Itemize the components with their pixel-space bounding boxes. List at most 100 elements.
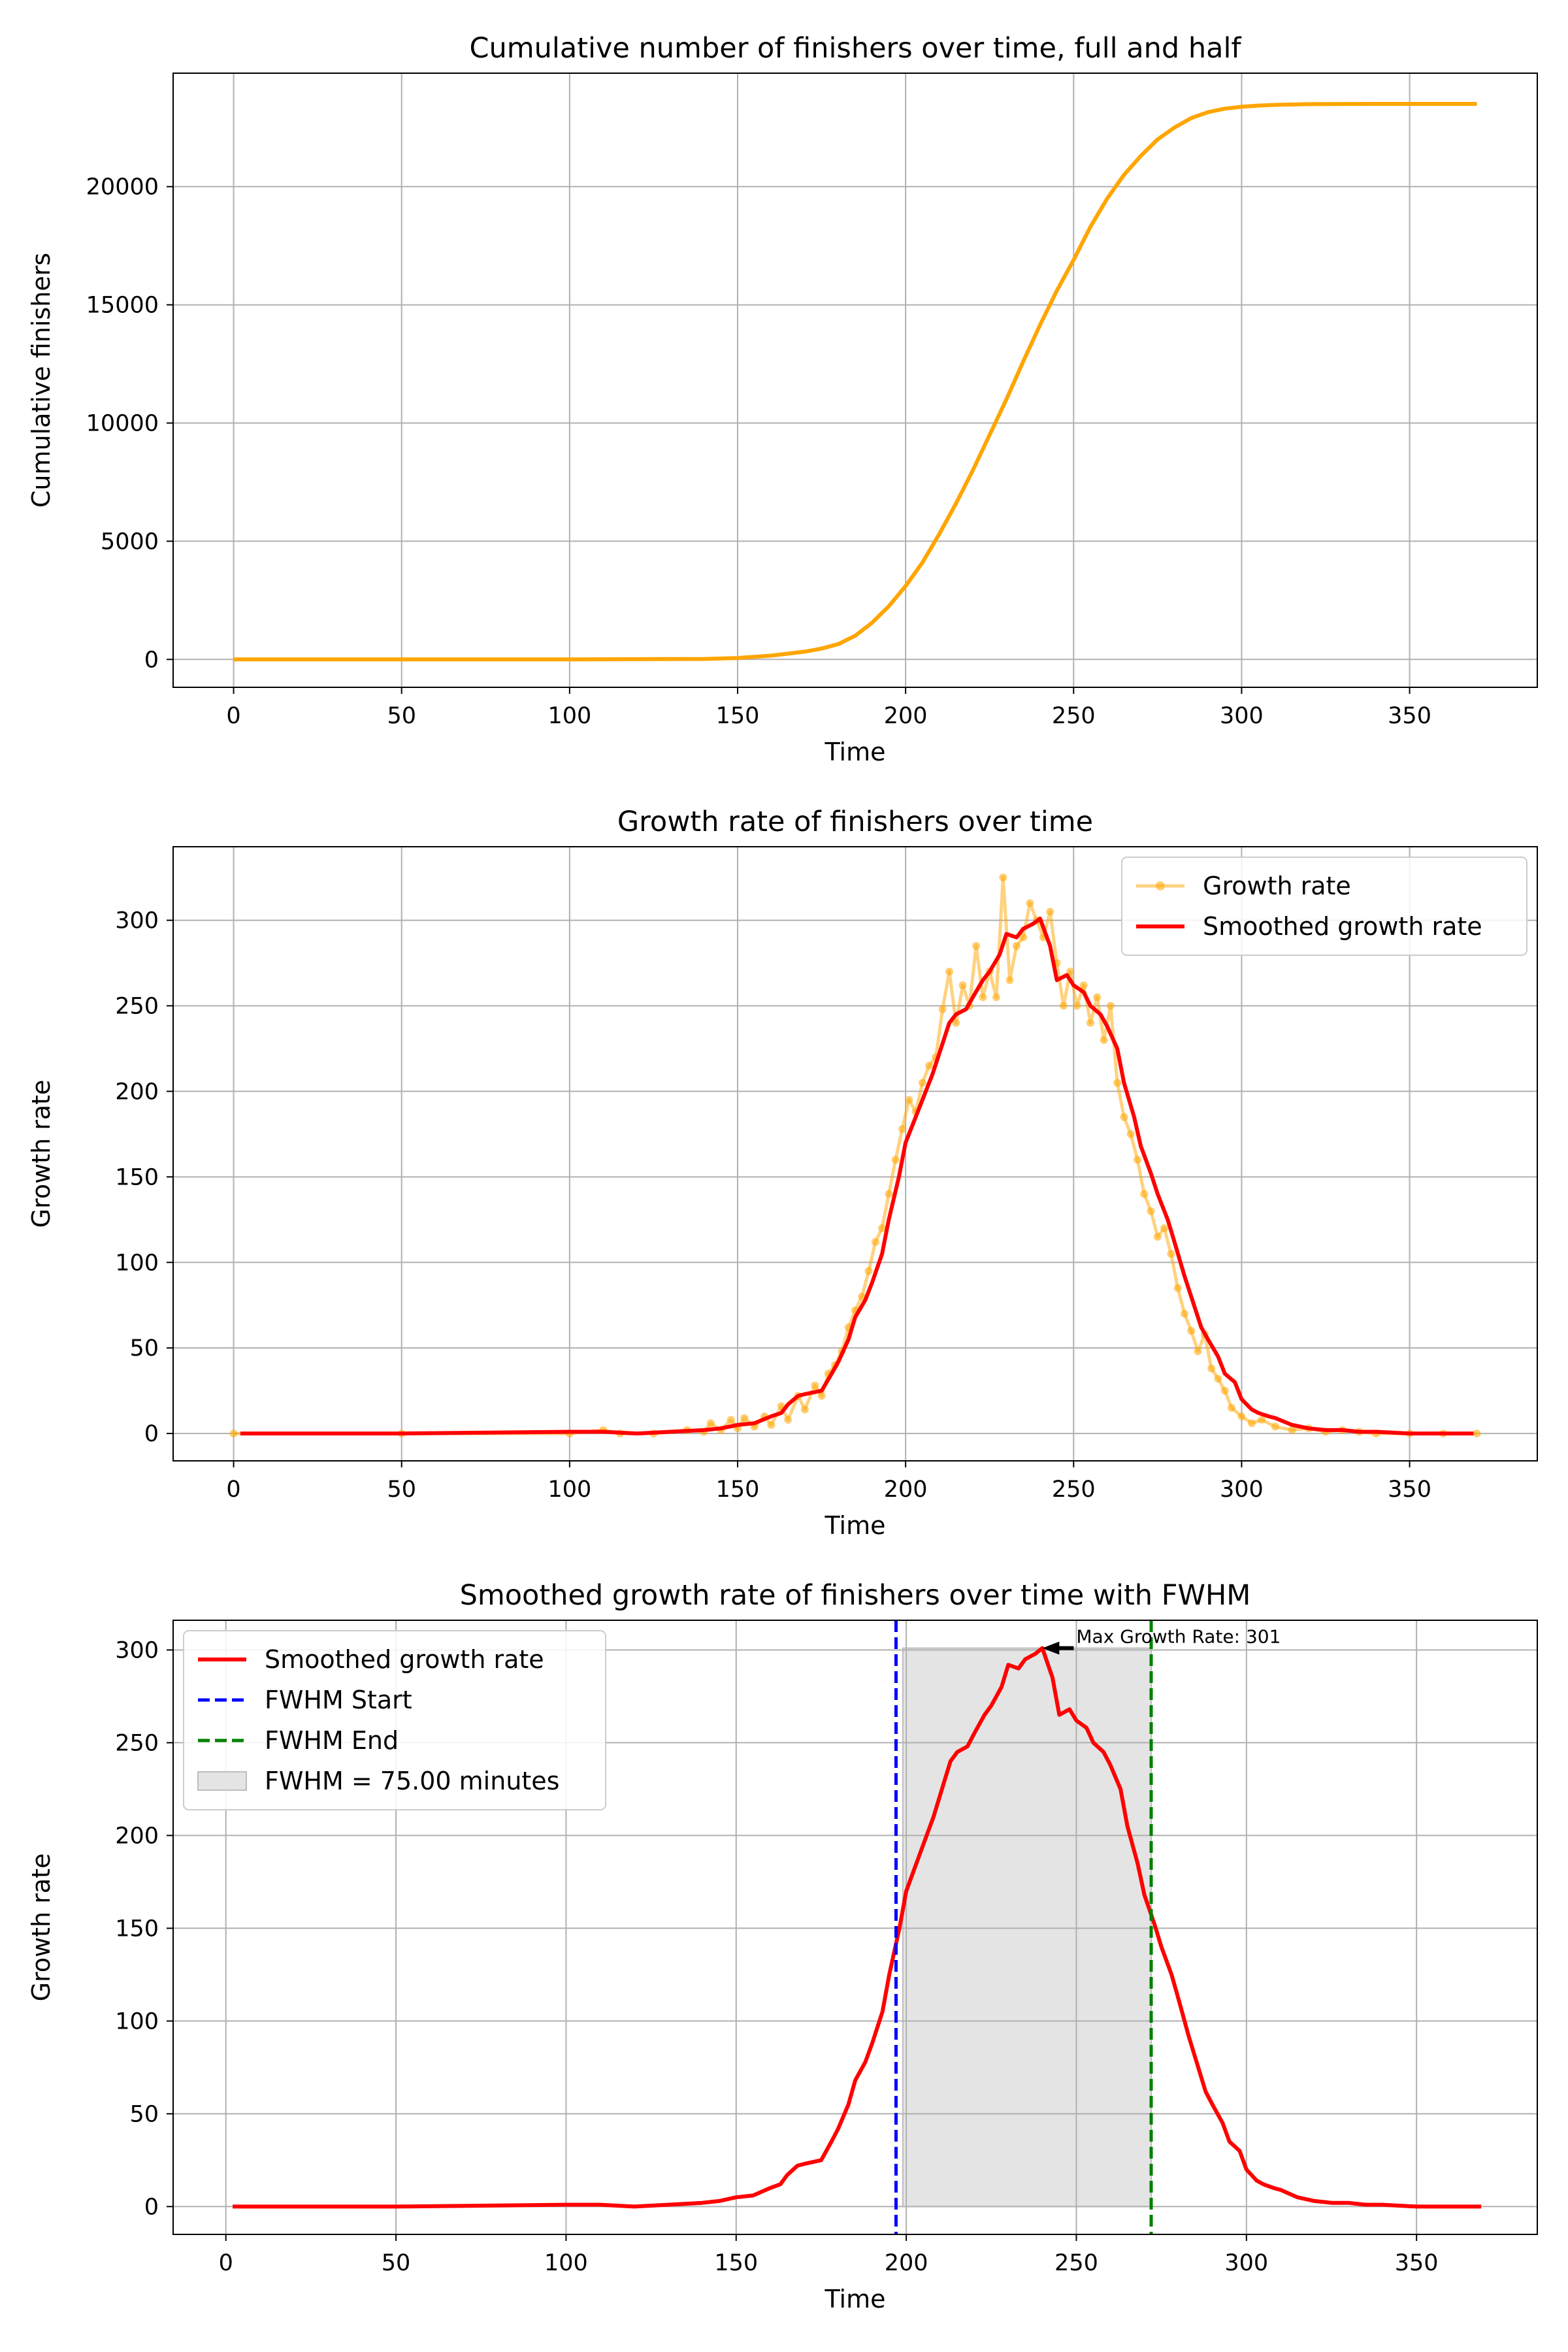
- legend-label: Smoothed growth rate: [1203, 912, 1482, 941]
- data-point: [1288, 1426, 1296, 1434]
- x-tick-label: 300: [1220, 1477, 1264, 1503]
- data-point: [1258, 1416, 1266, 1424]
- x-tick-label: 50: [387, 1477, 416, 1503]
- data-point: [972, 941, 981, 950]
- y-axis-label: Growth rate: [27, 1854, 56, 2002]
- x-tick-label: 100: [547, 1477, 591, 1503]
- data-point: [1079, 981, 1088, 990]
- y-tick-label: 300: [115, 908, 159, 934]
- x-tick-label: 150: [716, 1477, 760, 1503]
- y-tick-label: 100: [115, 2008, 159, 2034]
- x-tick-label: 100: [544, 2250, 588, 2276]
- y-tick-label: 20000: [86, 174, 159, 201]
- data-point: [1059, 1002, 1068, 1010]
- y-tick-label: 150: [115, 1916, 159, 1942]
- annotation-arrowhead: [1042, 1641, 1060, 1655]
- x-axis-label: Time: [825, 738, 886, 766]
- data-point: [1160, 1224, 1169, 1232]
- data-point: [958, 981, 967, 990]
- data-point: [800, 1405, 809, 1414]
- data-point: [864, 1267, 873, 1275]
- data-point: [1247, 1419, 1256, 1428]
- series-line-series-0: [233, 102, 1477, 662]
- y-tick-label: 15000: [86, 293, 159, 319]
- x-tick-label: 250: [1052, 1477, 1096, 1503]
- x-tick-label: 300: [1224, 2250, 1268, 2276]
- series-line-smoothed-growth-rate: [240, 917, 1474, 1436]
- data-point: [1473, 1429, 1481, 1438]
- x-tick-label: 300: [1220, 703, 1264, 729]
- data-point: [1140, 1190, 1149, 1198]
- data-point: [945, 968, 953, 976]
- data-point: [1220, 1386, 1229, 1395]
- data-point: [784, 1416, 792, 1424]
- x-tick-label: 150: [714, 2250, 758, 2276]
- chart-3: 0 50 100 150 200 250 300 350 0 50 100 150 200 250 300 M…: [27, 1579, 1538, 2313]
- data-point: [999, 874, 1007, 882]
- plot-area: [229, 874, 1481, 1438]
- y-tick-label: 250: [115, 1730, 159, 1756]
- x-tick-label: 200: [884, 1477, 928, 1503]
- data-point: [938, 1005, 947, 1013]
- data-point: [918, 1079, 926, 1087]
- series-line-smoothed-growth-rate: [233, 1646, 1482, 2209]
- data-point: [1147, 1207, 1155, 1215]
- data-point: [1228, 1403, 1235, 1412]
- data-point: [1120, 1113, 1128, 1121]
- data-point: [229, 1429, 238, 1438]
- y-axis-label: Cumulative finishers: [27, 253, 56, 508]
- x-tick-label: 50: [382, 2250, 411, 2276]
- x-tick-label: 100: [547, 703, 591, 729]
- data-point: [1026, 899, 1034, 907]
- legend-label: Growth rate: [1203, 872, 1351, 900]
- data-point: [1066, 968, 1075, 976]
- data-point: [1237, 1412, 1246, 1420]
- data-point: [727, 1416, 735, 1424]
- data-point: [1093, 993, 1102, 1002]
- y-tick-label: 300: [115, 1637, 159, 1663]
- x-axis-label: Time: [825, 1511, 886, 1540]
- x-tick-label: 0: [226, 703, 240, 729]
- y-tick-label: 10000: [86, 410, 159, 436]
- x-tick-label: 0: [226, 1477, 240, 1503]
- axes-frame: [172, 846, 1538, 1462]
- data-point: [1019, 933, 1028, 941]
- data-point: [1194, 1347, 1202, 1356]
- data-point: [1005, 976, 1014, 985]
- legend-label: Smoothed growth rate: [265, 1645, 544, 1674]
- legend: Smoothed growth rate FWHM Start FWHM End FW…: [183, 1630, 606, 1810]
- data-point: [1167, 1250, 1175, 1258]
- x-tick-label: 50: [387, 703, 416, 729]
- data-point: [1106, 1002, 1115, 1010]
- data-point: [952, 1019, 960, 1027]
- data-point: [1173, 1284, 1182, 1292]
- plot-area: [233, 1646, 1482, 2209]
- y-tick-label: 0: [144, 2194, 159, 2220]
- data-point: [1012, 941, 1021, 950]
- data-point: [1271, 1422, 1279, 1431]
- data-point: [1100, 1036, 1108, 1044]
- data-point: [925, 1062, 934, 1070]
- x-tick-label: 150: [716, 703, 760, 729]
- legend-swatch: [197, 1771, 247, 1791]
- data-point: [885, 1190, 893, 1198]
- chart-2: 0 50 100 150 200 250 300 350 0 50 100 150 200 250 300 G…: [27, 806, 1538, 1540]
- data-point: [898, 1125, 906, 1134]
- y-tick-label: 150: [115, 1164, 159, 1190]
- chart-title: Cumulative number of finishers over time…: [469, 32, 1241, 65]
- x-tick-label: 0: [219, 2250, 233, 2276]
- legend-box: [1121, 857, 1527, 956]
- data-point: [905, 1096, 913, 1104]
- y-tick-label: 200: [115, 1079, 159, 1105]
- data-point: [740, 1414, 749, 1422]
- plot-area: [233, 102, 1477, 662]
- data-point: [1073, 1002, 1081, 1010]
- chart-title: Growth rate of finishers over time: [617, 806, 1093, 838]
- y-axis-label: Growth rate: [27, 1080, 56, 1228]
- data-point: [1113, 1079, 1122, 1087]
- data-point: [992, 993, 1000, 1002]
- x-tick-label: 200: [884, 703, 928, 729]
- x-tick-label: 250: [1054, 2250, 1098, 2276]
- y-tick-label: 5000: [101, 529, 159, 555]
